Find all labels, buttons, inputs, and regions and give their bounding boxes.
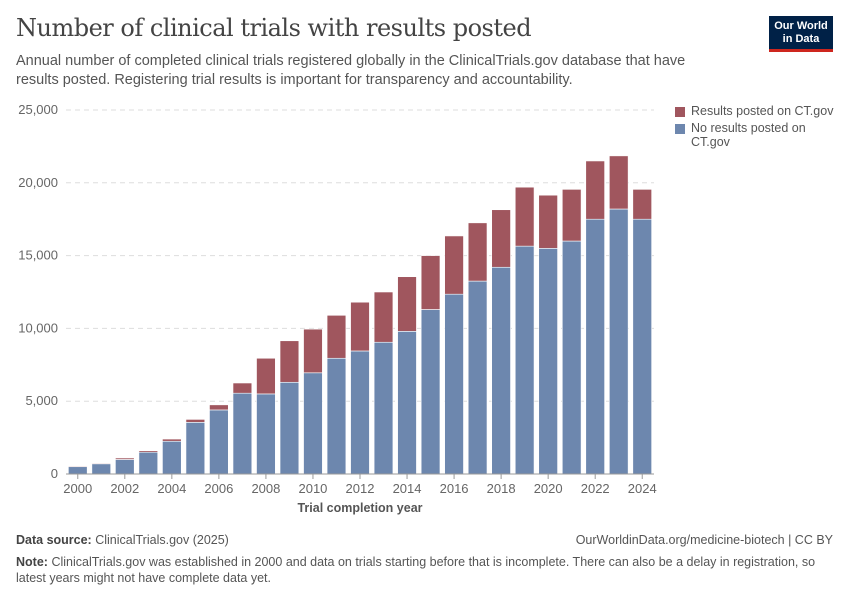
source-label: Data source: — [16, 533, 92, 547]
bar-no-results-2015 — [420, 309, 441, 475]
owid-logo[interactable]: Our World in Data — [769, 16, 833, 52]
bar-results-posted-2019 — [514, 186, 535, 247]
bar-no-results-2017 — [467, 280, 488, 475]
bar-results-posted-2021 — [561, 189, 582, 242]
chart-subtitle: Annual number of completed clinical tria… — [16, 53, 686, 88]
legend-label: Results posted on CT.gov — [691, 104, 834, 118]
bar-no-results-2002 — [115, 459, 135, 475]
x-tick-label: 2004 — [157, 481, 186, 496]
bar-results-posted-2018 — [491, 209, 511, 268]
bar-results-posted-2012 — [350, 301, 370, 352]
legend-label: No results posted on CT.gov — [691, 121, 806, 149]
x-tick-label: 2020 — [534, 481, 563, 496]
y-tick-label: 25,000 — [18, 102, 58, 117]
bar-no-results-2018 — [491, 266, 511, 475]
bar-no-results-2024 — [632, 218, 652, 475]
y-tick-label: 0 — [51, 466, 58, 481]
bar-no-results-2019 — [514, 245, 535, 475]
bar-no-results-2012 — [350, 350, 370, 475]
x-tick-label: 2002 — [110, 481, 139, 496]
data-source: Data source: ClinicalTrials.gov (2025) — [16, 533, 229, 547]
bar-results-posted-2023 — [609, 155, 629, 210]
bar-no-results-2008 — [256, 393, 276, 475]
bar-no-results-2014 — [397, 331, 417, 475]
bar-no-results-2021 — [561, 240, 582, 475]
bar-results-posted-2003 — [138, 450, 159, 453]
bar-results-posted-2002 — [115, 457, 135, 460]
x-tick-label: 2014 — [393, 481, 422, 496]
bar-results-posted-2024 — [632, 189, 652, 220]
bar-no-results-2003 — [138, 451, 159, 475]
x-tick-label: 2012 — [346, 481, 375, 496]
bar-no-results-2010 — [303, 372, 323, 475]
bar-no-results-2000 — [68, 466, 88, 475]
bar-results-posted-2022 — [585, 160, 605, 220]
bar-results-posted-2016 — [444, 235, 464, 295]
x-tick-label: 2006 — [204, 481, 233, 496]
x-tick-label: 2022 — [581, 481, 610, 496]
legend-item-no-results[interactable]: No results posted on CT.gov — [675, 121, 815, 149]
bar-results-posted-2015 — [420, 255, 441, 310]
bar-no-results-2016 — [444, 293, 464, 475]
bar-no-results-2007 — [232, 392, 253, 475]
bar-results-posted-2001 — [91, 462, 111, 465]
footer-note: Note: ClinicalTrials.gov was established… — [16, 554, 826, 586]
bar-results-posted-2020 — [538, 194, 558, 249]
chart-title: Number of clinical trials with results p… — [16, 14, 532, 42]
x-tick-label: 2024 — [628, 481, 657, 496]
source-link[interactable]: ClinicalTrials.gov (2025) — [95, 533, 229, 547]
bar-results-posted-2007 — [232, 382, 253, 394]
bar-results-posted-2009 — [279, 340, 300, 383]
note-label: Note: — [16, 555, 48, 569]
legend-swatch — [675, 124, 685, 134]
bar-no-results-2005 — [185, 422, 206, 475]
bar-no-results-2004 — [162, 440, 182, 475]
bar-results-posted-2004 — [162, 438, 182, 442]
bar-no-results-2023 — [609, 208, 629, 475]
bar-no-results-2001 — [91, 463, 111, 475]
y-tick-label: 15,000 — [18, 248, 58, 263]
bar-results-posted-2011 — [326, 314, 347, 359]
bar-results-posted-2005 — [185, 419, 206, 423]
note-text: ClinicalTrials.gov was established in 20… — [16, 555, 816, 585]
bar-results-posted-2000 — [68, 465, 88, 468]
x-tick-label: 2016 — [440, 481, 469, 496]
bar-results-posted-2014 — [397, 276, 417, 332]
y-tick-label: 20,000 — [18, 175, 58, 190]
bar-results-posted-2006 — [209, 404, 229, 411]
bar-no-results-2009 — [279, 381, 300, 475]
x-tick-label: 2018 — [487, 481, 516, 496]
x-tick-label: 2000 — [63, 481, 92, 496]
y-tick-label: 10,000 — [18, 320, 58, 335]
x-tick-label: 2010 — [298, 481, 327, 496]
bar-no-results-2020 — [538, 248, 558, 475]
x-tick-label: 2008 — [251, 481, 280, 496]
bar-no-results-2013 — [373, 341, 394, 475]
bar-no-results-2022 — [585, 218, 605, 475]
bar-results-posted-2013 — [373, 291, 394, 343]
legend-swatch — [675, 107, 685, 117]
x-axis-label: Trial completion year — [297, 501, 422, 515]
bar-no-results-2011 — [326, 357, 347, 475]
legend-item-results-posted[interactable]: Results posted on CT.gov — [675, 104, 845, 118]
footer-url[interactable]: OurWorldinData.org/medicine-biotech | CC… — [575, 533, 833, 547]
bar-results-posted-2017 — [467, 222, 488, 282]
bar-no-results-2006 — [209, 409, 229, 475]
bar-results-posted-2010 — [303, 328, 323, 374]
bar-results-posted-2008 — [256, 357, 276, 395]
y-tick-label: 5,000 — [25, 393, 58, 408]
